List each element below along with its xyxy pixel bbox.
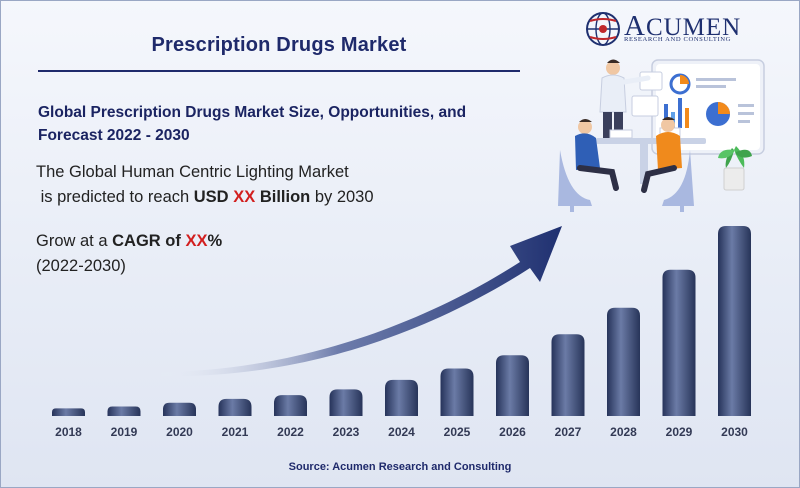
x-tick-label: 2028 — [610, 425, 637, 439]
x-tick-label: 2027 — [555, 425, 582, 439]
bar-2030 — [718, 226, 751, 416]
x-tick-label: 2026 — [499, 425, 526, 439]
cagr-percent: % — [207, 232, 223, 250]
cagr-prefix: Grow at a — [36, 232, 113, 250]
growth-arrow-shape — [155, 226, 562, 377]
billion-label: Billion — [259, 188, 311, 206]
x-tick-label: 2020 — [166, 425, 193, 439]
bar-2023 — [329, 389, 363, 416]
cagr-line: Grow at a CAGR of XX% — [36, 229, 336, 254]
logo-wordmark: ACUMEN — [624, 10, 742, 42]
bar-2022 — [274, 395, 307, 416]
title-underline — [38, 70, 520, 72]
bar-2020 — [163, 402, 196, 416]
acumen-logo: ACUMEN RESEARCH AND CONSULTING — [584, 8, 754, 48]
x-tick-label: 2018 — [55, 425, 82, 439]
description-line-2: is predicted to reach USD XX Billion by … — [36, 185, 456, 210]
cagr-period: (2022-2030) — [36, 257, 126, 275]
bar-2018 — [52, 408, 85, 416]
x-tick-label: 2019 — [111, 425, 138, 439]
market-description: The Global Human Centric Lighting Market… — [36, 160, 456, 210]
chart-x-axis-labels: 2018 2019 2020 2021 2022 2023 2024 2025 2026 2027… — [55, 425, 748, 439]
bar-2028 — [607, 307, 640, 416]
bar-2019 — [107, 406, 141, 416]
bar-2027 — [551, 334, 585, 416]
page-title: Prescription Drugs Market — [151, 34, 407, 56]
globe-logo-icon — [586, 12, 620, 46]
x-tick-label: 2022 — [277, 425, 304, 439]
bar-2029 — [662, 269, 696, 416]
bar-2026 — [496, 355, 529, 416]
description-suffix: by 2030 — [310, 188, 374, 206]
description-line-1: The Global Human Centric Lighting Market — [36, 163, 349, 181]
bar-2025 — [440, 368, 474, 416]
chart-bars — [52, 226, 751, 416]
x-tick-label: 2023 — [333, 425, 360, 439]
cagr-statement: Grow at a CAGR of XX% (2022-2030) — [36, 229, 336, 279]
logo-tagline: RESEARCH AND CONSULTING — [624, 36, 731, 43]
market-value-placeholder: XX — [233, 188, 256, 206]
source-caption: Source: Acumen Research and Consulting — [288, 461, 512, 473]
x-tick-label: 2024 — [388, 425, 415, 439]
x-tick-label: 2021 — [222, 425, 249, 439]
bar-2021 — [218, 398, 252, 416]
x-tick-label: 2030 — [721, 425, 748, 439]
description-prefix: is predicted to reach — [40, 188, 194, 206]
x-tick-label: 2029 — [666, 425, 693, 439]
bar-2024 — [385, 379, 418, 416]
page-subtitle: Global Prescription Drugs Market Size, O… — [38, 104, 467, 144]
growth-arrow — [155, 226, 562, 377]
x-tick-label: 2025 — [444, 425, 471, 439]
usd-label: USD — [193, 188, 229, 206]
cagr-value-placeholder: XX — [185, 232, 208, 250]
cagr-label: CAGR of — [112, 232, 181, 250]
